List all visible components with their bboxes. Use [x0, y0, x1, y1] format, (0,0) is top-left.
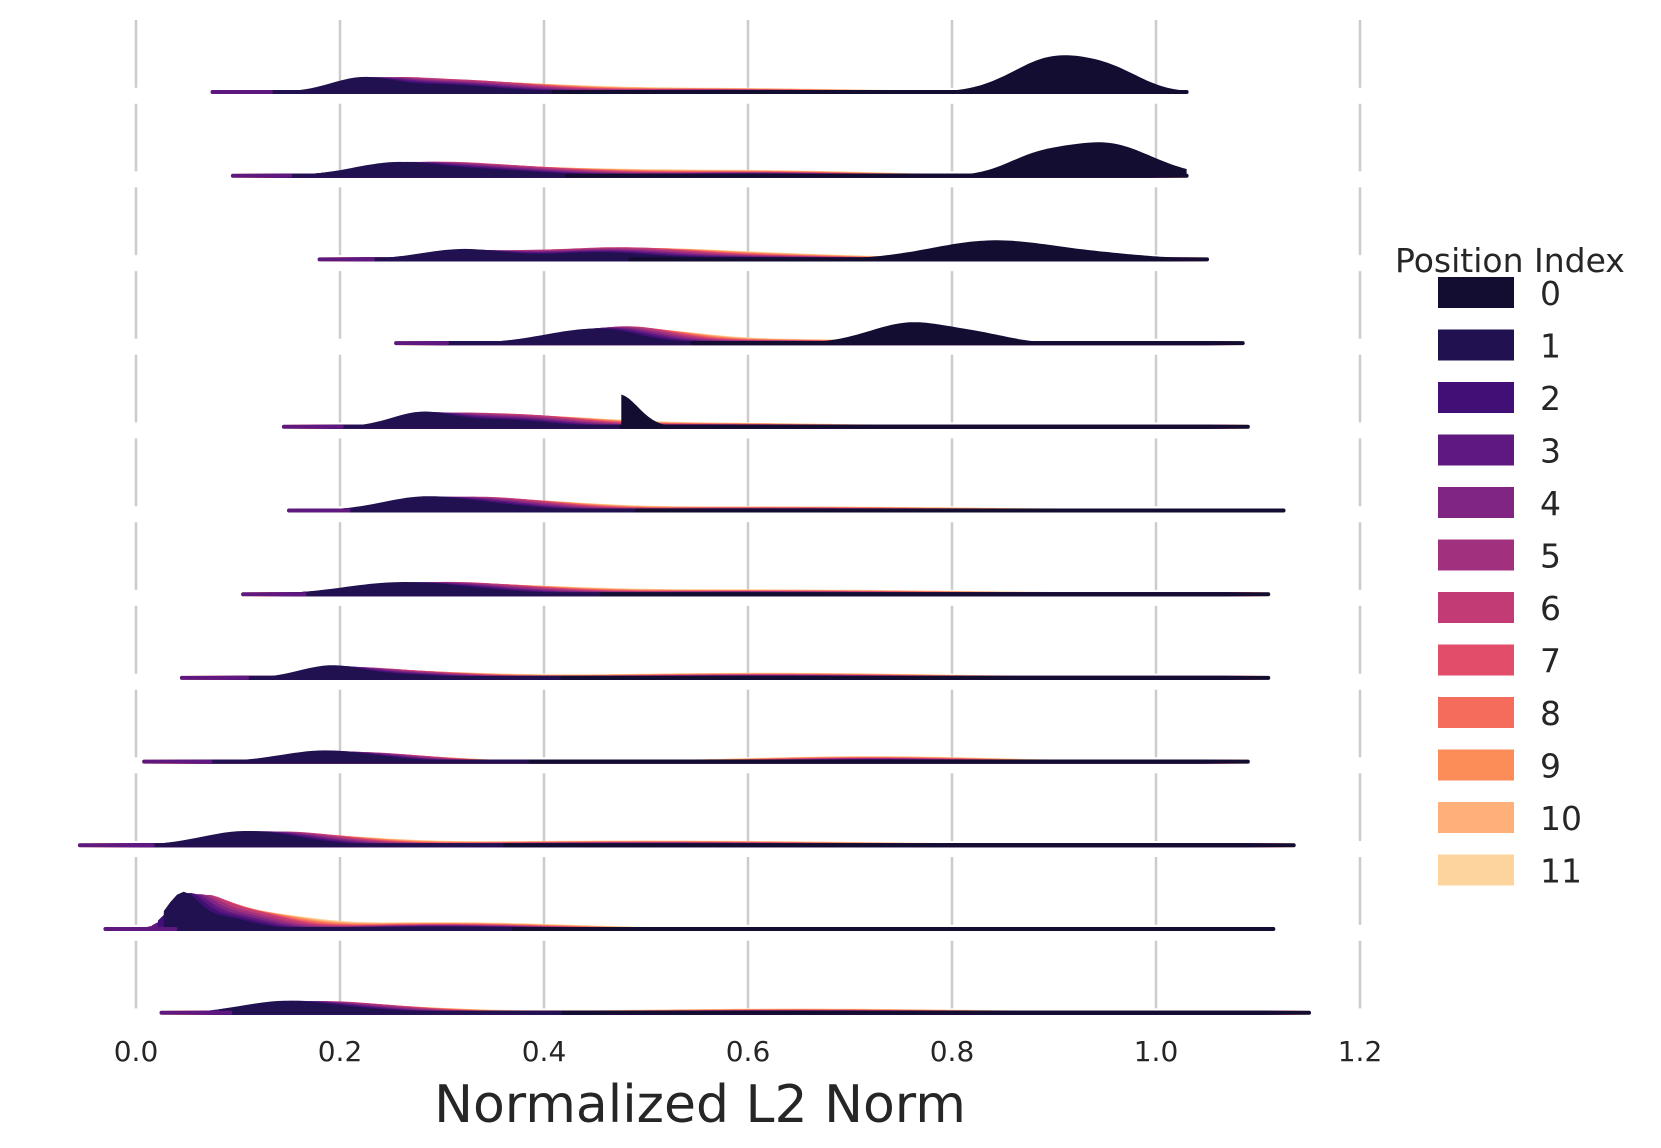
x-tick-label: 1.2	[1338, 1035, 1383, 1068]
x-tick-label: 0.6	[726, 1035, 771, 1068]
legend-label: 10	[1540, 799, 1582, 838]
legend-swatch	[1438, 277, 1514, 308]
legend-label: 1	[1540, 327, 1561, 366]
density-position-0	[553, 55, 1187, 92]
legend-label: 9	[1540, 747, 1561, 786]
legend-swatch	[1438, 644, 1514, 676]
legend-swatch	[1438, 854, 1514, 886]
legend-entry-5: 5	[1438, 537, 1561, 576]
legend-swatch	[1438, 487, 1514, 518]
ridge-11	[103, 891, 1276, 931]
ridge-10	[77, 831, 1296, 848]
legend-entry-6: 6	[1438, 589, 1561, 628]
density-position-1	[364, 248, 1172, 260]
ridge-12	[159, 1000, 1311, 1015]
legend-entry-2: 2	[1438, 379, 1561, 418]
legend-entry-0: 0	[1438, 274, 1561, 313]
legend-title: Position Index	[1395, 241, 1625, 280]
legend-swatch	[1438, 749, 1514, 781]
legend-label: 11	[1540, 852, 1582, 891]
legend-label: 5	[1540, 537, 1561, 576]
legend-entry-4: 4	[1438, 484, 1561, 523]
grid-layer	[134, 20, 1362, 1009]
x-axis-title: Normalized L2 Norm	[434, 1075, 966, 1135]
legend-label: 4	[1540, 484, 1561, 523]
legend-entry-1: 1	[1438, 327, 1561, 366]
density-position-0	[621, 394, 1248, 427]
legend-label: 8	[1540, 694, 1561, 733]
legend-label: 3	[1540, 432, 1561, 471]
ridge-5	[281, 394, 1250, 429]
legend-swatch	[1438, 592, 1514, 623]
density-position-7	[184, 1001, 1291, 1013]
legend-label: 0	[1540, 274, 1561, 313]
ridge-7	[241, 581, 1271, 597]
legend-entry-3: 3	[1438, 432, 1561, 471]
x-tick-label: 0.4	[522, 1035, 567, 1068]
legend-entry-7: 7	[1438, 642, 1561, 681]
ridge-layer	[77, 55, 1311, 1015]
ridge-4	[394, 322, 1245, 346]
legend-swatch	[1438, 697, 1514, 728]
density-position-1	[280, 161, 1149, 176]
legend-swatch	[1438, 802, 1514, 833]
ridge-1	[210, 55, 1189, 94]
x-tick-label: 0.8	[930, 1035, 975, 1068]
legend-swatch	[1438, 382, 1514, 413]
x-tick-label: 0.2	[318, 1035, 363, 1068]
x-axis-ticks: 0.0 0.2 0.4 0.6 0.8 1.0 1.2	[114, 1035, 1383, 1068]
legend-label: 6	[1540, 589, 1561, 628]
legend-label: 2	[1540, 379, 1561, 418]
legend-entry-8: 8	[1438, 694, 1561, 733]
density-position-3	[328, 496, 1252, 511]
density-position-1	[332, 411, 1210, 427]
legend-swatch	[1438, 434, 1514, 466]
legend-swatch	[1438, 539, 1514, 571]
legend-label: 7	[1540, 642, 1561, 681]
legend-entry-11: 11	[1438, 852, 1582, 891]
x-tick-label: 0.0	[114, 1035, 159, 1068]
density-position-5	[214, 667, 1243, 678]
x-tick-label: 1.0	[1134, 1035, 1179, 1068]
density-position-1	[261, 76, 1148, 92]
legend-swatch	[1438, 329, 1514, 361]
ridge-8	[179, 665, 1271, 680]
density-position-0	[630, 240, 1207, 260]
density-position-4	[182, 751, 1217, 762]
legend: Position Index 0 1 2 3 4 5 6 7 8 9 10 11	[1395, 241, 1625, 891]
ridge-3	[317, 240, 1209, 262]
density-position-0	[692, 322, 1243, 344]
legend-entry-10: 10	[1438, 799, 1582, 838]
density-position-1	[438, 328, 1209, 344]
legend-entry-9: 9	[1438, 747, 1561, 786]
density-position-2	[289, 582, 1232, 595]
density-position-0	[566, 142, 1187, 176]
ridge-2	[230, 142, 1189, 178]
ridge-6	[287, 496, 1286, 513]
ridge-9	[142, 750, 1250, 764]
